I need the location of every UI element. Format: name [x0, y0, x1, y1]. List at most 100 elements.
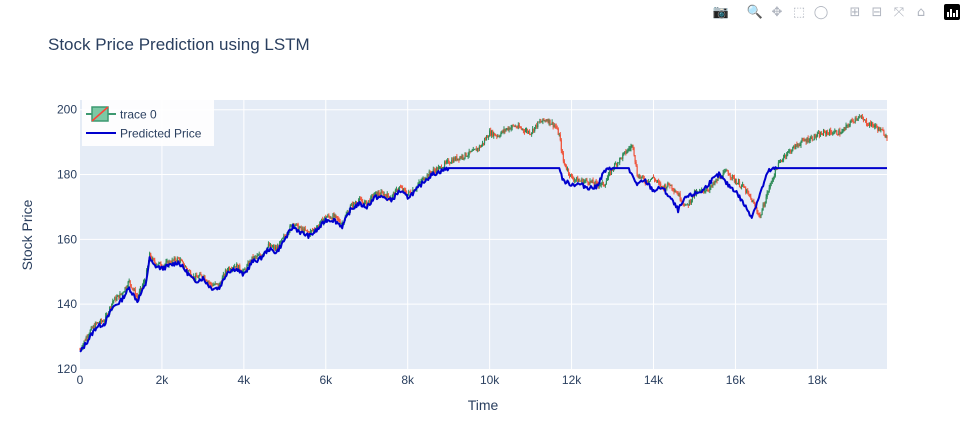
candle-body	[381, 191, 383, 193]
candle-body	[711, 185, 713, 187]
candle-body	[796, 144, 798, 146]
candle-body	[667, 182, 669, 187]
legend[interactable]: trace 0 Predicted Price	[82, 100, 214, 146]
candle-body	[726, 170, 728, 172]
x-tick-label: 8k	[401, 373, 415, 387]
candle-body	[181, 260, 184, 262]
candle-body	[851, 119, 853, 121]
candle-body	[376, 191, 378, 197]
candle-body	[631, 145, 633, 147]
legend-item-trace-0[interactable]: trace 0	[86, 106, 157, 122]
candle-body	[619, 158, 621, 163]
candle-body	[610, 168, 613, 175]
zoom-out-icon[interactable]: ⊟	[871, 4, 883, 20]
candle-body	[590, 180, 592, 182]
candle-body	[583, 181, 585, 184]
candle-body	[151, 257, 153, 261]
candle-body	[876, 125, 878, 128]
candle-body	[737, 181, 740, 184]
candle-body	[477, 148, 479, 149]
candle-body	[155, 262, 157, 266]
candle-body	[858, 116, 860, 118]
candle-body	[100, 319, 103, 322]
candle-body	[196, 275, 198, 278]
candle-body	[747, 189, 749, 193]
candle-body	[731, 175, 733, 178]
candle-body	[118, 295, 120, 299]
candle-body	[321, 219, 323, 221]
candle-body	[753, 201, 755, 204]
zoom-in-icon[interactable]: ⊞	[849, 4, 861, 20]
candle-body	[852, 120, 854, 122]
candle-body	[106, 314, 108, 316]
candle-body	[506, 128, 508, 130]
candle-body	[310, 230, 313, 232]
candle-body	[482, 142, 485, 144]
candle-body	[302, 228, 304, 233]
candle-body	[734, 181, 737, 183]
zoom-icon[interactable]: 🔍	[746, 4, 764, 20]
candle-body	[617, 162, 619, 166]
candle-body	[138, 291, 140, 296]
candle-body	[850, 119, 852, 123]
candle-body	[690, 200, 692, 204]
candle-body	[172, 259, 174, 261]
candle-body	[205, 279, 207, 281]
candle-body	[360, 198, 362, 200]
candle-body	[247, 262, 249, 266]
candle-body	[296, 223, 298, 225]
pan-icon[interactable]: ✥	[771, 4, 783, 20]
legend-candle-diag	[91, 106, 109, 122]
candle-body	[760, 214, 762, 216]
candle-body	[594, 181, 596, 185]
candle-body	[218, 283, 220, 286]
candle-body	[772, 177, 774, 181]
candle-body	[823, 130, 826, 132]
candle-body	[268, 244, 271, 247]
candle-body	[95, 322, 97, 324]
candle-body	[188, 270, 191, 272]
candle-body	[255, 256, 257, 258]
candle-body	[600, 182, 602, 185]
candle-body	[691, 195, 694, 201]
autoscale-icon[interactable]: ⤧	[893, 4, 905, 20]
candle-body	[84, 340, 86, 342]
candle-body	[577, 177, 579, 182]
box-select-icon[interactable]: ⬚	[792, 4, 806, 20]
candle-body	[683, 203, 685, 206]
candle-body	[93, 325, 95, 329]
candle-body	[794, 145, 796, 149]
candle-body	[176, 257, 178, 262]
candle-body	[706, 189, 708, 192]
candle-body	[648, 181, 651, 183]
candle-body	[805, 140, 807, 143]
camera-icon[interactable]: 📷	[712, 4, 730, 20]
lasso-select-icon[interactable]: ◯	[813, 4, 829, 20]
candle-body	[224, 270, 227, 277]
candle-body	[452, 159, 454, 163]
candle-body	[616, 163, 618, 166]
grid-lines	[80, 100, 887, 369]
candle-body	[153, 258, 155, 261]
candle-body	[258, 254, 260, 256]
candle-body	[777, 162, 780, 169]
candle-body	[142, 281, 145, 286]
candle-body	[490, 130, 492, 136]
candle-body	[165, 261, 167, 265]
x-tick-label: 0	[77, 373, 84, 387]
plotly-logo-icon[interactable]	[944, 4, 960, 20]
reset-axes-icon[interactable]: ⌂	[916, 4, 926, 20]
legend-item-predicted[interactable]: Predicted Price	[86, 127, 202, 141]
candle-body	[124, 287, 126, 292]
candle-body	[201, 274, 203, 277]
candle-body	[79, 349, 81, 351]
candle-body	[307, 231, 309, 233]
candle-body	[860, 116, 862, 118]
candle-body	[749, 194, 751, 197]
candle-body	[122, 292, 124, 294]
candle-body	[175, 260, 177, 262]
candle-body	[503, 129, 505, 132]
candle-body	[770, 181, 772, 184]
candle-body	[624, 151, 626, 153]
candle-body	[429, 171, 431, 174]
